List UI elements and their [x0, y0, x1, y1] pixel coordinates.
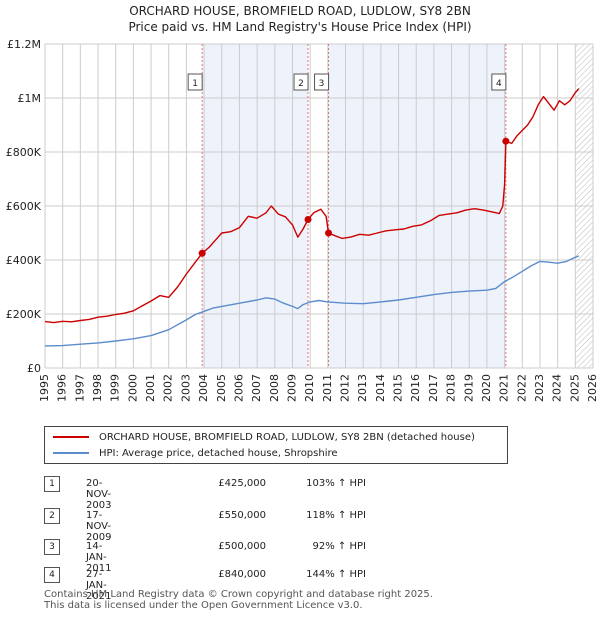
- x-tick-label: 2020: [480, 374, 493, 402]
- x-tick-label: 2019: [462, 374, 475, 402]
- legend-swatch-hpi: [53, 452, 89, 454]
- y-tick-label: £1.2M: [7, 38, 41, 51]
- x-tick-label: 2003: [179, 374, 192, 402]
- transaction-marker-box: [491, 73, 507, 91]
- chart-title: ORCHARD HOUSE, BROMFIELD ROAD, LUDLOW, S…: [129, 4, 471, 18]
- x-tick-label: 2008: [268, 374, 281, 402]
- transaction-marker: 1: [187, 73, 203, 91]
- x-tick-label: 2009: [285, 374, 298, 402]
- y-tick-label: £800K: [6, 146, 42, 159]
- y-tick-label: £600K: [6, 200, 42, 213]
- transaction-hpi: 144% ↑ HPI: [306, 569, 366, 580]
- x-tick-label: 2021: [498, 374, 511, 402]
- x-tick-label: 2024: [551, 374, 564, 402]
- x-tick-label: 2005: [215, 374, 228, 402]
- transaction-marker-label: 1: [192, 79, 198, 89]
- transaction-point: [198, 249, 206, 257]
- x-tick-label: 2012: [339, 374, 352, 402]
- transaction-price: £840,000: [218, 569, 266, 580]
- transaction-point: [502, 137, 510, 145]
- hpi-series-line: [44, 255, 580, 347]
- transaction-marker-label: 3: [319, 79, 325, 89]
- transaction-number: 2: [44, 508, 60, 524]
- transaction-price: £425,000: [218, 478, 266, 489]
- x-tick-label: 1995: [38, 374, 51, 402]
- x-tick-label: 2018: [445, 374, 458, 402]
- y-tick-label: £1M: [18, 92, 42, 105]
- transaction-marker-box: [293, 73, 309, 91]
- price-chart: 1 2 3 4 £0 £200K £400K £600K £800K £1M £1.2M 1995 19…: [6, 38, 599, 402]
- x-tick-label: 2015: [392, 374, 405, 402]
- x-tick-label: 2002: [162, 374, 175, 402]
- x-tick-label: 2026: [586, 374, 599, 402]
- x-tick-label: 2000: [126, 374, 139, 402]
- x-tick-label: 2022: [515, 374, 528, 402]
- transaction-number: 3: [44, 539, 60, 555]
- transaction-price: £500,000: [218, 541, 266, 552]
- x-tick-label: 1997: [73, 374, 86, 402]
- legend-label-property: ORCHARD HOUSE, BROMFIELD ROAD, LUDLOW, S…: [99, 431, 475, 443]
- legend-swatch-property: [53, 436, 89, 438]
- transaction-number: 4: [44, 567, 60, 583]
- transaction-date: 17-NOV-2009: [86, 510, 112, 543]
- transaction-date: 20-NOV-2003: [86, 478, 112, 511]
- x-tick-label: 2017: [427, 374, 440, 402]
- x-tick-label: 1999: [109, 374, 122, 402]
- x-tick-label: 2001: [144, 374, 157, 402]
- transaction-marker: 2: [293, 73, 309, 91]
- y-tick-label: £200K: [6, 308, 42, 321]
- transaction-date: 14-JAN-2011: [86, 541, 112, 574]
- footer-copyright: Contains HM Land Registry data © Crown c…: [44, 589, 433, 600]
- transaction-hpi: 103% ↑ HPI: [306, 478, 366, 489]
- legend: ORCHARD HOUSE, BROMFIELD ROAD, LUDLOW, S…: [44, 426, 508, 464]
- transaction-marker-box: [314, 73, 330, 91]
- transaction-date: 27-JAN-2021: [86, 569, 112, 602]
- chart-subtitle: Price paid vs. HM Land Registry's House …: [128, 20, 472, 34]
- footer-license: This data is licensed under the Open Gov…: [44, 600, 363, 611]
- x-tick-label: 2014: [374, 374, 387, 402]
- transaction-marker-label: 4: [496, 79, 502, 89]
- transaction-point: [325, 229, 333, 237]
- x-tick-label: 1998: [91, 374, 104, 402]
- legend-label-hpi: HPI: Average price, detached house, Shro…: [99, 447, 338, 459]
- y-tick-label: £0: [27, 362, 41, 375]
- x-tick-label: 2007: [250, 374, 263, 402]
- x-tick-label: 2023: [533, 374, 546, 402]
- x-tick-label: 2025: [568, 374, 581, 402]
- x-tick-label: 2006: [232, 374, 245, 402]
- legend-item-hpi: HPI: Average price, detached house, Shro…: [53, 446, 338, 460]
- y-tick-label: £400K: [6, 254, 42, 267]
- legend-item-property: ORCHARD HOUSE, BROMFIELD ROAD, LUDLOW, S…: [53, 430, 475, 444]
- x-tick-label: 2004: [197, 374, 210, 402]
- x-tick-label: 2013: [356, 374, 369, 402]
- x-tick-label: 1996: [56, 374, 69, 402]
- transaction-marker-label: 2: [298, 79, 304, 89]
- transaction-hpi: 92% ↑ HPI: [312, 541, 366, 552]
- x-tick-label: 2010: [303, 374, 316, 402]
- x-tick-label: 2011: [321, 374, 334, 402]
- transaction-marker: 3: [314, 73, 330, 91]
- transaction-number: 1: [44, 476, 60, 492]
- transaction-point: [304, 216, 312, 223]
- x-tick-label: 2016: [409, 374, 422, 402]
- transaction-marker-box: [187, 73, 203, 91]
- footer: Contains HM Land Registry data © Crown c…: [44, 589, 433, 611]
- transaction-marker: 4: [491, 73, 507, 91]
- transaction-price: £550,000: [218, 510, 266, 521]
- transaction-hpi: 118% ↑ HPI: [306, 510, 366, 521]
